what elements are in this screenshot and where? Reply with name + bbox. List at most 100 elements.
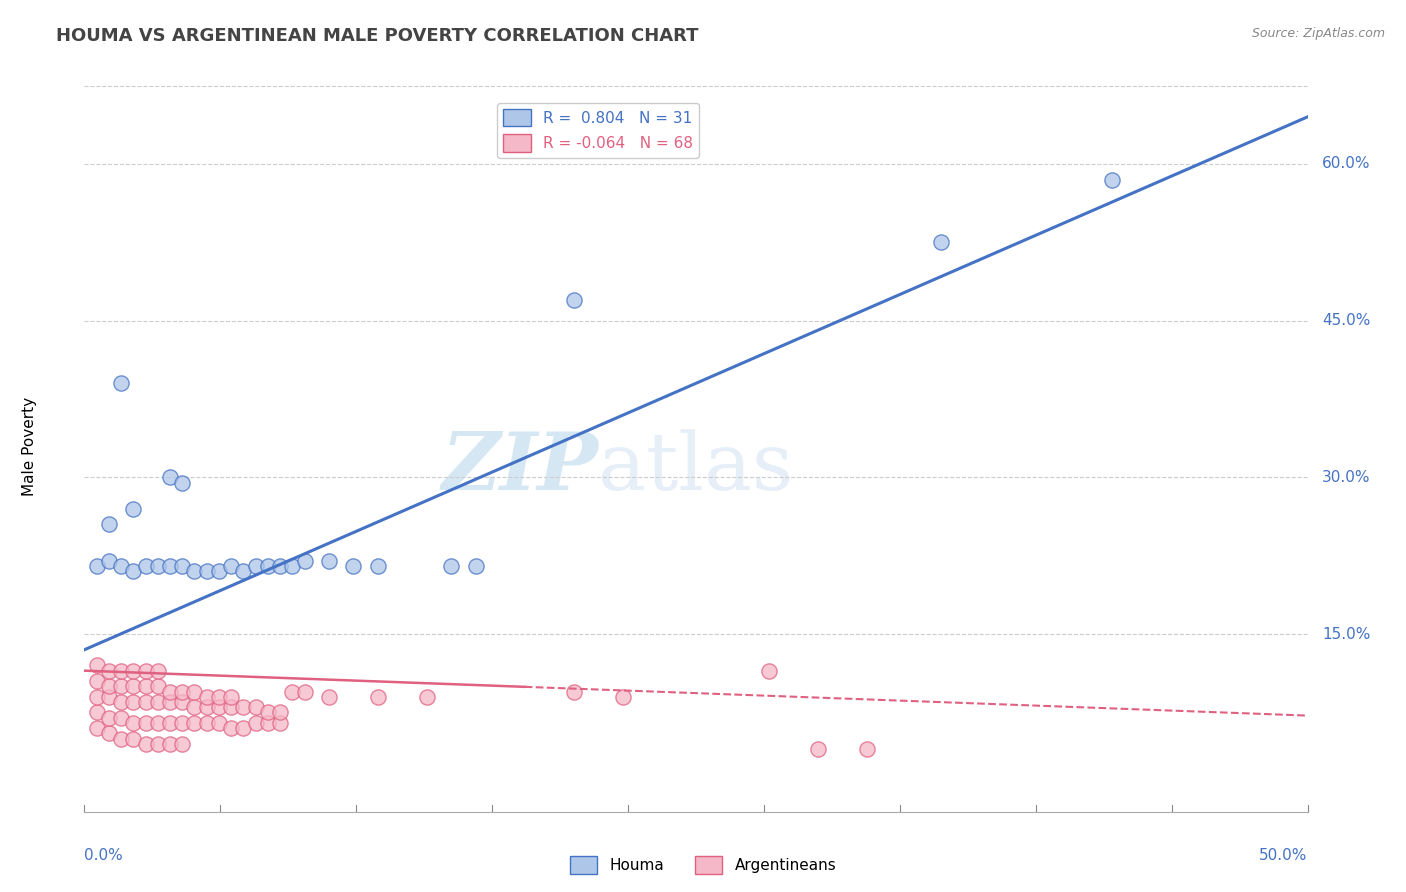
Point — [219, 559, 242, 574]
Point — [110, 679, 132, 693]
Legend: R =  0.804   N = 31, R = -0.064   N = 68: R = 0.804 N = 31, R = -0.064 N = 68 — [498, 103, 699, 158]
Point — [562, 293, 585, 307]
Point — [257, 559, 280, 574]
Point — [464, 559, 486, 574]
Point — [232, 565, 254, 579]
Text: 15.0%: 15.0% — [1322, 626, 1371, 641]
Point — [562, 684, 585, 698]
Point — [110, 711, 132, 725]
Text: Male Poverty: Male Poverty — [22, 396, 37, 496]
Point — [195, 690, 218, 704]
Point — [135, 679, 157, 693]
Point — [146, 679, 169, 693]
Point — [159, 470, 181, 484]
Point — [110, 376, 132, 391]
Text: 45.0%: 45.0% — [1322, 313, 1371, 328]
Point — [318, 690, 340, 704]
Point — [257, 715, 280, 730]
Point — [807, 742, 830, 756]
Point — [159, 715, 181, 730]
Point — [440, 559, 463, 574]
Point — [416, 690, 439, 704]
Point — [122, 695, 145, 709]
Point — [183, 684, 205, 698]
Point — [86, 706, 108, 720]
Point — [172, 695, 194, 709]
Point — [183, 700, 205, 714]
Point — [245, 700, 267, 714]
Point — [1101, 172, 1123, 186]
Point — [122, 679, 145, 693]
Point — [110, 664, 132, 678]
Point — [195, 565, 218, 579]
Point — [135, 737, 157, 751]
Point — [159, 737, 181, 751]
Point — [97, 679, 120, 693]
Text: 50.0%: 50.0% — [1260, 848, 1308, 863]
Point — [208, 715, 231, 730]
Point — [122, 715, 145, 730]
Point — [172, 715, 194, 730]
Point — [856, 742, 879, 756]
Point — [172, 475, 194, 490]
Point — [146, 559, 169, 574]
Point — [135, 664, 157, 678]
Text: 60.0%: 60.0% — [1322, 156, 1371, 171]
Text: Source: ZipAtlas.com: Source: ZipAtlas.com — [1251, 27, 1385, 40]
Text: 30.0%: 30.0% — [1322, 470, 1371, 485]
Point — [208, 700, 231, 714]
Point — [97, 517, 120, 532]
Point — [122, 664, 145, 678]
Point — [929, 235, 952, 250]
Point — [172, 559, 194, 574]
Point — [245, 715, 267, 730]
Point — [146, 664, 169, 678]
Point — [612, 690, 634, 704]
Point — [110, 559, 132, 574]
Point — [86, 690, 108, 704]
Point — [86, 674, 108, 689]
Point — [257, 706, 280, 720]
Point — [294, 684, 316, 698]
Text: 0.0%: 0.0% — [84, 848, 124, 863]
Point — [146, 695, 169, 709]
Point — [159, 695, 181, 709]
Point — [135, 559, 157, 574]
Point — [159, 559, 181, 574]
Point — [110, 731, 132, 746]
Point — [183, 565, 205, 579]
Point — [294, 554, 316, 568]
Point — [122, 501, 145, 516]
Point — [342, 559, 364, 574]
Point — [232, 721, 254, 735]
Point — [86, 721, 108, 735]
Point — [219, 690, 242, 704]
Point — [172, 684, 194, 698]
Point — [97, 554, 120, 568]
Point — [135, 715, 157, 730]
Point — [269, 715, 291, 730]
Point — [232, 700, 254, 714]
Point — [135, 695, 157, 709]
Point — [86, 559, 108, 574]
Point — [195, 715, 218, 730]
Point — [97, 664, 120, 678]
Point — [367, 559, 389, 574]
Legend: Houma, Argentineans: Houma, Argentineans — [564, 850, 842, 880]
Point — [208, 690, 231, 704]
Point — [269, 559, 291, 574]
Point — [122, 731, 145, 746]
Point — [172, 737, 194, 751]
Point — [758, 664, 780, 678]
Point — [183, 715, 205, 730]
Point — [122, 565, 145, 579]
Point — [97, 726, 120, 740]
Point — [281, 684, 304, 698]
Point — [208, 565, 231, 579]
Point — [269, 706, 291, 720]
Point — [146, 737, 169, 751]
Point — [219, 721, 242, 735]
Point — [86, 658, 108, 673]
Text: ZIP: ZIP — [441, 429, 598, 507]
Point — [159, 684, 181, 698]
